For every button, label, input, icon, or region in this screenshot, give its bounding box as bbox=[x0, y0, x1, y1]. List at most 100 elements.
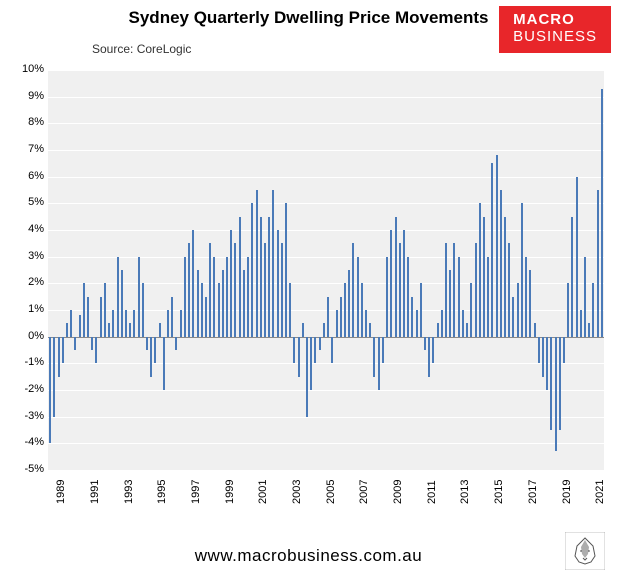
x-axis-label: 2001 bbox=[257, 480, 269, 504]
chart-bar bbox=[167, 310, 169, 337]
y-axis-label: 7% bbox=[4, 143, 44, 155]
chart-bar bbox=[365, 310, 367, 337]
chart-bar bbox=[53, 337, 55, 417]
brand-logo: MACRO BUSINESS bbox=[499, 6, 611, 53]
chart-bar bbox=[197, 270, 199, 337]
chart-bar bbox=[348, 270, 350, 337]
chart-bar bbox=[496, 155, 498, 336]
x-axis-label: 1989 bbox=[55, 480, 67, 504]
chart-bar bbox=[79, 315, 81, 336]
chart-bar bbox=[340, 297, 342, 337]
chart-bar bbox=[361, 283, 363, 336]
y-axis-label: 1% bbox=[4, 303, 44, 315]
logo-line2: BUSINESS bbox=[513, 28, 597, 45]
chart-bar bbox=[517, 283, 519, 336]
y-axis-label: 3% bbox=[4, 250, 44, 262]
chart-bar bbox=[256, 190, 258, 337]
y-axis-label: 0% bbox=[4, 330, 44, 342]
chart-bar bbox=[121, 270, 123, 337]
chart-gridline bbox=[48, 390, 604, 391]
chart-bar bbox=[230, 230, 232, 337]
chart-bar bbox=[458, 257, 460, 337]
chart-bar bbox=[209, 243, 211, 336]
chart-bar bbox=[390, 230, 392, 337]
chart-bar bbox=[470, 283, 472, 336]
footer-url: www.macrobusiness.com.au bbox=[0, 546, 617, 566]
x-axis-label: 2013 bbox=[459, 480, 471, 504]
chart-bar bbox=[260, 217, 262, 337]
x-axis-label: 1997 bbox=[190, 480, 202, 504]
chart-bar bbox=[344, 283, 346, 336]
chart-bar bbox=[462, 310, 464, 337]
y-axis-label: -3% bbox=[4, 410, 44, 422]
chart-bar bbox=[205, 297, 207, 337]
chart-bar bbox=[487, 257, 489, 337]
x-axis-label: 1993 bbox=[123, 480, 135, 504]
x-axis-label: 2003 bbox=[291, 480, 303, 504]
chart-bar bbox=[399, 243, 401, 336]
chart-bar bbox=[293, 337, 295, 364]
chart-bar bbox=[357, 257, 359, 337]
x-axis-label: 1999 bbox=[224, 480, 236, 504]
chart-bar bbox=[104, 283, 106, 336]
chart-bar bbox=[491, 163, 493, 336]
chart-bar bbox=[314, 337, 316, 364]
chart-bar bbox=[239, 217, 241, 337]
chart-bar bbox=[576, 177, 578, 337]
chart-bar bbox=[416, 310, 418, 337]
y-axis-label: 2% bbox=[4, 276, 44, 288]
chart-bar bbox=[302, 323, 304, 336]
wolf-logo-icon bbox=[565, 532, 605, 570]
y-axis-label: 5% bbox=[4, 196, 44, 208]
chart-bar bbox=[281, 243, 283, 336]
chart-bar bbox=[180, 310, 182, 337]
chart-bar bbox=[352, 243, 354, 336]
chart-bar bbox=[234, 243, 236, 336]
chart-bar bbox=[550, 337, 552, 430]
chart-bar bbox=[512, 297, 514, 337]
chart-bar bbox=[555, 337, 557, 452]
chart-bar bbox=[407, 257, 409, 337]
chart-bar bbox=[251, 203, 253, 336]
chart-bar bbox=[83, 283, 85, 336]
chart-gridline bbox=[48, 123, 604, 124]
x-axis-label: 2019 bbox=[561, 480, 573, 504]
chart-gridline bbox=[48, 150, 604, 151]
chart-bar bbox=[62, 337, 64, 364]
chart-bar bbox=[188, 243, 190, 336]
y-axis-label: 4% bbox=[4, 223, 44, 235]
x-axis-label: 2011 bbox=[426, 480, 438, 504]
chart-bar bbox=[226, 257, 228, 337]
chart-bar bbox=[601, 89, 603, 337]
chart-bar bbox=[138, 257, 140, 337]
chart-bar bbox=[441, 310, 443, 337]
chart-bar bbox=[369, 323, 371, 336]
chart-bar bbox=[382, 337, 384, 364]
chart-bar bbox=[420, 283, 422, 336]
chart-bar bbox=[150, 337, 152, 377]
chart-bar bbox=[272, 190, 274, 337]
chart-bar bbox=[437, 323, 439, 336]
chart-bar bbox=[222, 270, 224, 337]
chart-bar bbox=[534, 323, 536, 336]
chart-zeroline bbox=[48, 337, 604, 338]
chart-bar bbox=[142, 283, 144, 336]
chart-bar bbox=[264, 243, 266, 336]
chart-bar bbox=[597, 190, 599, 337]
chart-gridline bbox=[48, 97, 604, 98]
chart-bar bbox=[580, 310, 582, 337]
chart-gridline bbox=[48, 177, 604, 178]
chart-bar bbox=[70, 310, 72, 337]
chart-bar bbox=[592, 283, 594, 336]
chart-bar bbox=[154, 337, 156, 364]
chart-bar bbox=[508, 243, 510, 336]
chart-bar bbox=[184, 257, 186, 337]
chart-bar bbox=[483, 217, 485, 337]
chart-bar bbox=[529, 270, 531, 337]
chart-bar bbox=[218, 283, 220, 336]
chart-bar bbox=[538, 337, 540, 364]
chart-bar bbox=[525, 257, 527, 337]
chart-bar bbox=[277, 230, 279, 337]
x-axis-label: 2021 bbox=[594, 480, 606, 504]
chart-bar bbox=[298, 337, 300, 377]
